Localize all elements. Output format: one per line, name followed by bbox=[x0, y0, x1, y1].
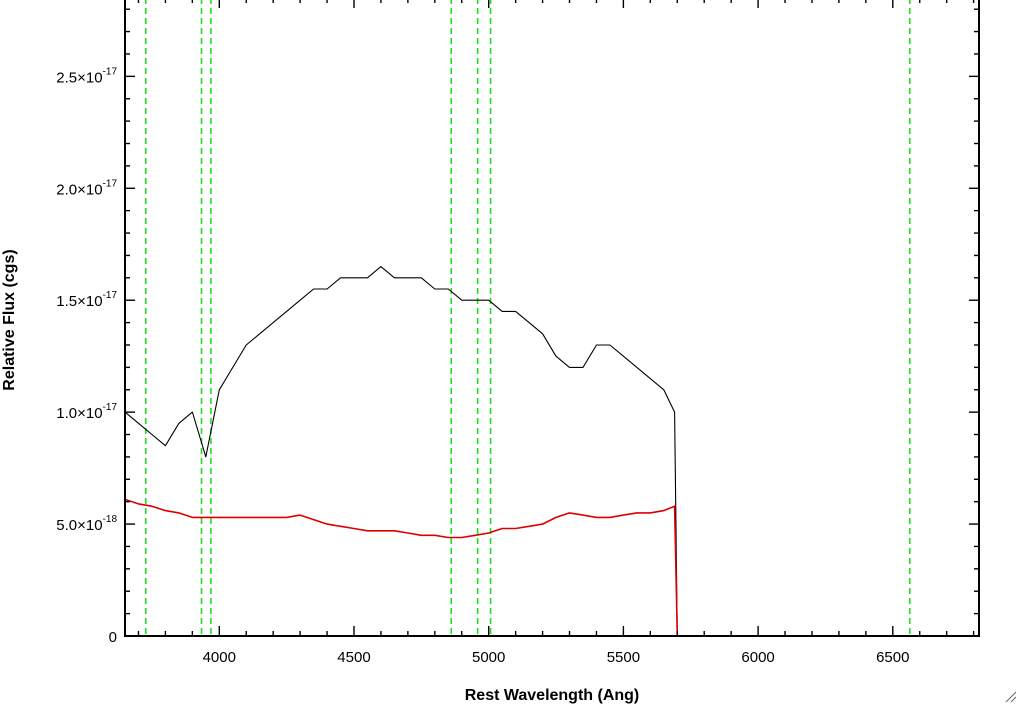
y-axis-title: Relative Flux (cgs) bbox=[1, 249, 18, 390]
plot-frame bbox=[124, 0, 980, 637]
axis-ticks bbox=[125, 0, 979, 637]
series-line-1 bbox=[124, 498, 979, 637]
resize-grip-icon bbox=[1005, 691, 1017, 703]
y-tick-label-5: 2.5×10-17 bbox=[56, 66, 117, 86]
y-tick-label-1: 5.0×10-18 bbox=[56, 514, 117, 534]
x-tick-label-1: 4500 bbox=[337, 649, 370, 666]
y-tick-label-0: 0 bbox=[109, 629, 117, 646]
x-tick-labels: 4000 4500 5000 5500 6000 6500 bbox=[203, 649, 910, 666]
y-tick-label-4: 2.0×10-17 bbox=[56, 178, 117, 198]
x-tick-label-4: 6000 bbox=[741, 649, 774, 666]
y-tick-label-3: 1.5×10-17 bbox=[56, 290, 117, 310]
x-tick-label-3: 5500 bbox=[607, 649, 640, 666]
y-tick-labels: 0 5.0×10-18 1.0×10-17 1.5×10-17 2.0×10-17 2.5… bbox=[56, 66, 117, 646]
series-line-0 bbox=[124, 266, 979, 637]
x-tick-label-5: 6500 bbox=[876, 649, 909, 666]
series-layer bbox=[124, 266, 979, 637]
emission-line-markers bbox=[144, 0, 911, 636]
x-tick-label-0: 4000 bbox=[203, 649, 236, 666]
x-axis-title: Rest Wavelength (Ang) bbox=[465, 687, 640, 704]
x-tick-label-2: 5000 bbox=[472, 649, 505, 666]
y-tick-label-2: 1.0×10-17 bbox=[56, 402, 117, 422]
